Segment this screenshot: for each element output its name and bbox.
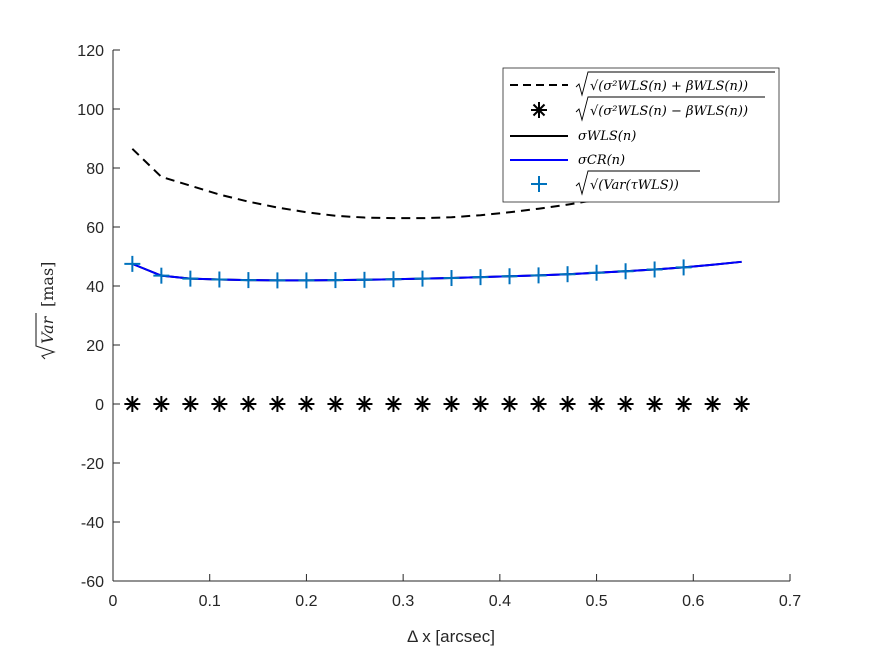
plus-marker [211,271,228,288]
plus-marker [327,272,344,289]
asterisk-marker [704,396,721,412]
plus-marker [269,272,286,289]
asterisk-marker [153,396,170,412]
plus-marker [298,272,315,289]
axes [112,49,791,582]
plus-marker [617,263,634,280]
y-axis-title-radicand: Var [38,315,57,344]
asterisk-marker [211,396,228,412]
y-tick-label: -60 [81,574,104,591]
asterisk-marker [327,396,344,412]
x-tick-label: 0.1 [199,593,221,610]
x-tick-label: 0.4 [489,593,511,610]
x-tick-label: 0.7 [779,593,801,610]
y-tick-label: 20 [86,338,104,355]
plus-marker [588,264,605,281]
y-tick-label: -40 [81,515,104,532]
plus-marker [646,261,663,278]
legend-label: √(Var(τWLS)) [590,178,679,193]
y-axis-title-unit: [mas] [38,262,57,307]
plus-marker [385,271,402,288]
legend-radical-icon [575,170,700,196]
asterisk-marker [559,396,576,412]
plus-marker [124,255,141,272]
plus-marker [153,267,170,284]
asterisk-marker [269,396,286,412]
x-tick-label: 0.5 [585,593,607,610]
y-tick-label: 40 [86,279,104,296]
plus-marker [675,259,692,276]
asterisk-marker [356,396,373,412]
legend: √(σ²WLS(n) + βWLS(n)) √(σ²WLS(n) − βWLS(… [502,67,780,203]
y-axis-radical-icon [35,313,56,360]
asterisk-marker [298,396,315,412]
asterisk-marker [617,396,634,412]
series-layer [124,148,750,412]
y-tick-label: 120 [77,43,104,60]
legend-swatch-asterisk [531,102,547,118]
legend-label: √(σ²WLS(n) + βWLS(n)) [590,79,748,94]
asterisk-marker [472,396,489,412]
plus-marker [530,267,547,284]
legend-label: σCR(n) [578,153,625,168]
x-tick-label: 0.6 [682,593,704,610]
asterisk-marker [414,396,431,412]
y-tick-label: 0 [95,397,104,414]
asterisk-marker [530,396,547,412]
y-tick-label: 100 [77,102,104,119]
y-tick-label: 80 [86,161,104,178]
asterisk-marker [733,396,750,412]
asterisk-marker [675,396,692,412]
x-tick-label: 0.3 [392,593,414,610]
asterisk-marker [501,396,518,412]
legend-radical-icon [575,71,775,97]
legend-swatch-plus [531,176,547,192]
legend-radical-icon [575,96,765,122]
plus-marker [356,271,373,288]
asterisk-marker [385,396,402,412]
plus-marker [472,269,489,286]
asterisk-marker [240,396,257,412]
plus-marker [559,266,576,283]
asterisk-marker [182,396,199,412]
plus-marker [501,268,518,285]
x-tick-label: 0.2 [295,593,317,610]
asterisk-marker [646,396,663,412]
asterisk-marker [124,396,141,412]
x-axis-title: Δ x [arcsec] [407,627,495,646]
y-tick-label: -20 [81,456,104,473]
plus-marker [443,270,460,287]
legend-label: σWLS(n) [578,129,636,144]
series-line-sigma-cr [131,260,742,282]
asterisk-marker [588,396,605,412]
y-tick-label: 60 [86,220,104,237]
x-tick-label: 0 [109,593,118,610]
plus-marker [182,270,199,287]
legend-label: √(σ²WLS(n) − βWLS(n)) [590,104,748,119]
tick-labels: 0 0.1 0.2 0.3 0.4 0.5 0.6 0.7 -60 -40 -20 0 20 40 60 80… [77,43,801,610]
y-axis-title: Var [mas] [35,262,57,360]
plus-marker [240,272,257,289]
asterisk-marker [443,396,460,412]
plus-marker [414,270,431,287]
